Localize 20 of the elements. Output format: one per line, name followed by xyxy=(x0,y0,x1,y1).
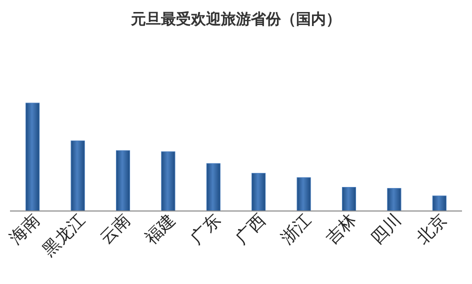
bar xyxy=(116,150,130,212)
bar xyxy=(342,186,356,212)
bar xyxy=(206,163,220,212)
x-tick-label: 云南 xyxy=(96,210,135,249)
x-tick-label: 广东 xyxy=(186,210,225,249)
x-tick-label: 浙江 xyxy=(277,210,316,249)
bar xyxy=(296,177,311,212)
bar xyxy=(432,196,446,212)
bar xyxy=(70,140,85,212)
bar xyxy=(26,102,40,212)
x-tick-label: 福建 xyxy=(142,210,180,249)
x-tick-label: 黑龙江 xyxy=(39,210,90,261)
chart-title: 元旦最受欢迎旅游省份（国内） xyxy=(130,10,341,28)
bar xyxy=(387,188,402,212)
x-tick-label: 四川 xyxy=(368,210,406,249)
bar xyxy=(161,151,176,212)
x-tick-label: 广西 xyxy=(232,210,270,249)
bar xyxy=(252,172,266,212)
x-tick-label: 北京 xyxy=(412,210,451,249)
x-tick-label: 吉林 xyxy=(322,210,361,249)
